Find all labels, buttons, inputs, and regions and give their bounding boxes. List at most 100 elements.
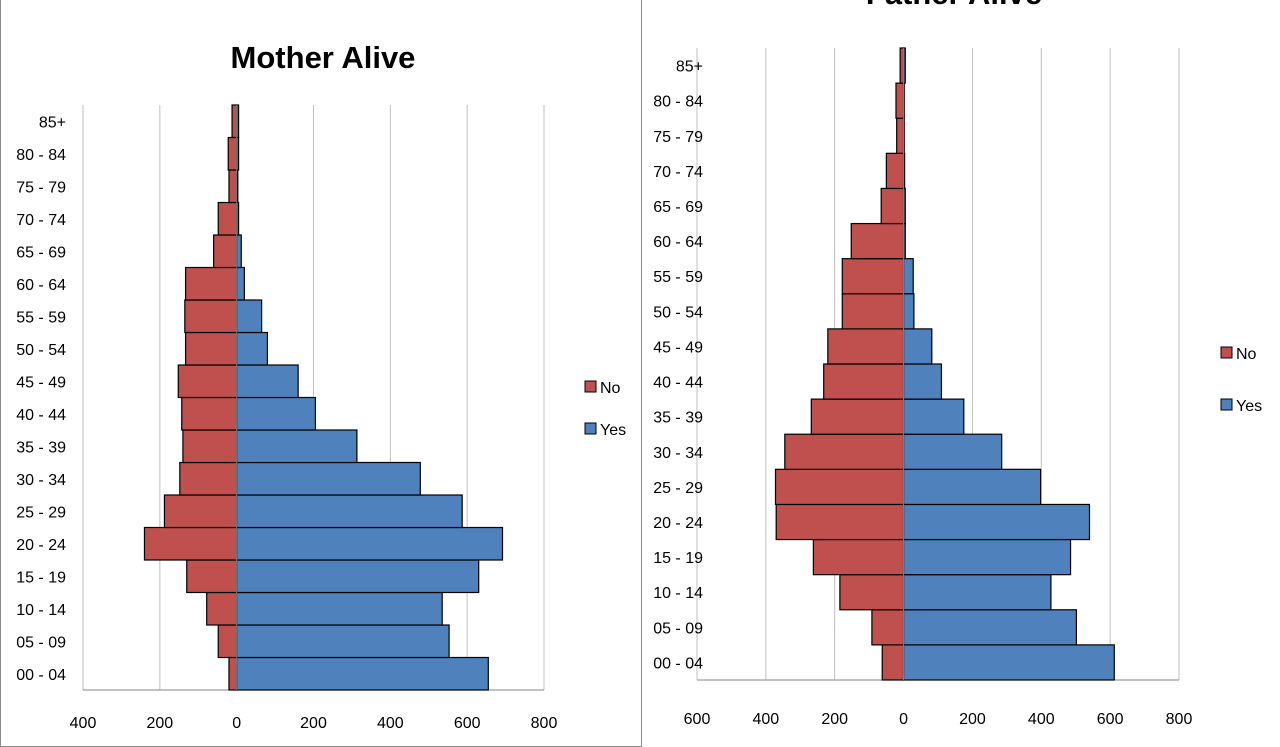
father-bar-yes [902,574,1052,611]
father-bar-no [871,609,905,646]
father-x-tick-label: 400 [1028,711,1055,728]
father-bar-no [774,468,905,506]
mother-category-label: 20 - 24 [16,537,66,554]
father-bar-yes [902,293,915,330]
mother-bar-no [186,559,238,594]
father-bar-yes [902,503,1091,541]
mother-bar-no [217,624,238,659]
father-x-tick-label: 600 [1097,711,1124,728]
father-category-label: 60 - 64 [653,234,703,251]
father-bar-no [812,538,905,576]
mother-bar-yes [236,494,463,529]
mother-bar-no [181,396,238,431]
mother-bar-no [179,461,238,496]
mother-x-tick-label: 800 [531,715,558,732]
father-bar-yes [902,363,943,400]
mother-bar-yes [236,299,263,334]
father-bar-no [823,363,905,400]
mother-bar-no [228,169,238,204]
mother-bar-no [227,136,238,171]
mother-category-label: 45 - 49 [16,374,66,391]
father-legend-swatch-no [1220,346,1233,359]
mother-legend-swatch-yes [584,422,597,435]
father-bar-yes [902,433,1003,470]
father-category-label: 20 - 24 [653,515,703,532]
mother-x-tick-label: 0 [232,715,241,732]
mother-category-label: 35 - 39 [16,439,66,456]
mother-category-label: 60 - 64 [16,277,66,294]
father-bar-no [841,293,905,330]
mother-bar-no [184,266,238,301]
mother-bar-yes [236,591,443,626]
mother-category-label: 10 - 14 [16,602,66,619]
father-x-tick-label: 600 [684,711,711,728]
mother-x-tick-label: 200 [300,715,327,732]
father-bar-yes [902,538,1072,576]
mother-category-label: 55 - 59 [16,309,66,326]
mother-bar-no [184,299,238,334]
mother-category-label: 75 - 79 [16,179,66,196]
father-alive-chart-panel: Father Alive 00 - 04 05 - 09 10 - 14 15 - 19… [644,0,1280,747]
mother-bar-yes [236,266,245,301]
mother-bar-no [177,364,238,399]
father-category-label: 05 - 09 [653,620,703,637]
father-bar-yes [902,644,1115,681]
mother-bar-yes [236,656,489,691]
mother-bar-yes [236,526,504,561]
mother-category-label: 50 - 54 [16,342,66,359]
father-bar-yes [902,328,933,365]
father-category-label: 55 - 59 [653,269,703,286]
mother-bar-yes [236,331,269,366]
father-category-label: 70 - 74 [653,164,703,181]
mother-bar-no [231,104,238,139]
mother-category-label: 00 - 04 [16,667,66,684]
father-bar-no [841,258,905,295]
mother-legend-label-yes: Yes [600,422,626,439]
mother-category-label: 65 - 69 [16,244,66,261]
father-category-label: 40 - 44 [653,375,703,392]
mother-category-label: 85+ [39,114,66,131]
mother-bar-no [217,201,238,236]
mother-bar-yes [236,364,299,399]
father-bar-no [784,433,905,470]
mother-bar-yes [236,234,242,269]
mother-alive-chart-panel: Mother Alive 00 - 04 05 - 09 10 - 14 15 - 19… [0,0,642,747]
father-bar-no [880,187,905,225]
father-bar-no [895,82,905,119]
father-bar-yes [902,468,1042,506]
mother-x-tick-label: 400 [377,715,404,732]
father-category-label: 10 - 14 [653,585,703,602]
father-x-tick-label: 200 [821,711,848,728]
mother-legend-swatch-no [584,380,597,393]
father-legend-label-no: No [1236,346,1257,363]
mother-bar-no [143,526,238,561]
mother-category-label: 30 - 34 [16,472,66,489]
father-x-tick-label: 800 [1166,711,1193,728]
mother-category-label: 80 - 84 [16,147,66,164]
mother-bar-yes [236,461,421,496]
mother-category-label: 05 - 09 [16,634,66,651]
father-bar-yes [902,609,1078,646]
father-legend-label-yes: Yes [1236,398,1262,415]
father-legend-swatch-yes [1220,398,1233,411]
mother-bar-yes [236,396,317,431]
father-bar-no [881,644,905,681]
mother-category-label: 70 - 74 [16,212,66,229]
father-bar-no [896,117,905,154]
mother-category-label: 15 - 19 [16,569,66,586]
father-category-label: 15 - 19 [653,550,703,567]
mother-bar-no [206,591,238,626]
father-category-label: 75 - 79 [653,129,703,146]
father-bar-yes [902,398,965,435]
mother-alive-chart: Mother Alive 00 - 04 05 - 09 10 - 14 15 - 19… [16,40,626,732]
father-category-label: 25 - 29 [653,480,703,497]
father-category-label: 45 - 49 [653,339,703,356]
mother-bar-yes [236,624,450,659]
father-category-label: 85+ [676,59,703,76]
mother-category-label: 25 - 29 [16,504,66,521]
mother-x-tick-label: 600 [454,715,481,732]
father-category-label: 65 - 69 [653,199,703,216]
father-x-tick-label: 400 [753,711,780,728]
father-bar-no [810,398,905,435]
father-category-label: 30 - 34 [653,445,703,462]
